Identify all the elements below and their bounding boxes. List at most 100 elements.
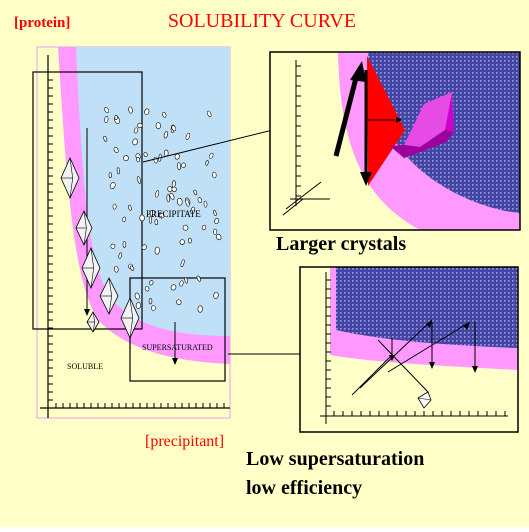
crystal-edge <box>83 210 87 229</box>
particle <box>128 204 132 211</box>
caption-low-supersaturation: Low supersaturation <box>246 448 424 470</box>
precipitate-label: PRECIPITATE <box>146 209 201 219</box>
particle <box>133 127 139 134</box>
bold-down-arrow-head <box>360 172 372 186</box>
particle <box>114 115 118 120</box>
zoom-panel-top-frame <box>269 51 521 231</box>
particle <box>132 138 138 146</box>
particle <box>114 265 119 273</box>
particle <box>171 186 177 192</box>
particle <box>163 131 169 139</box>
particle <box>197 305 203 313</box>
diagram-title: SOLUBILITY CURVE <box>168 10 356 32</box>
particle <box>137 176 141 184</box>
pointer-line-top <box>142 124 294 163</box>
small-crystal-icon <box>417 391 432 409</box>
zoom-panel-bottom-frame <box>299 266 519 433</box>
particle <box>134 292 140 300</box>
crystal <box>60 157 80 199</box>
zoom-top-hatch-2 <box>285 181 322 210</box>
zoom-bottom-x-ticks <box>333 411 506 416</box>
particle <box>104 116 109 123</box>
zoom-top-red-wedge <box>367 56 405 186</box>
soluble-label: SOLUBLE <box>67 362 103 371</box>
crystal-edge <box>129 297 133 319</box>
main-x-ticks <box>55 403 225 408</box>
particle <box>163 149 169 157</box>
zoom-top-hatch-1 <box>282 198 304 216</box>
particle <box>144 108 150 115</box>
caption-low-efficiency: low efficiency <box>246 477 362 499</box>
main-phase-diagram: PRECIPITATE SUPERSATURATED SOLUBLE <box>32 46 231 419</box>
crystal <box>86 311 100 333</box>
particle <box>177 162 181 171</box>
zoom-panel-low-supersaturation <box>299 266 519 433</box>
small-drop-arrow-head <box>172 358 178 365</box>
particle <box>136 157 140 163</box>
y-axis-label: [protein] <box>14 15 70 31</box>
crystals <box>60 157 140 339</box>
crystal <box>99 277 119 315</box>
particle <box>155 122 161 130</box>
particle <box>109 182 116 190</box>
particle <box>148 216 152 224</box>
bold-up-arrow-shaft <box>333 73 360 157</box>
crystal-edge <box>83 227 87 246</box>
particle <box>143 152 148 158</box>
crystal-edge <box>108 295 112 315</box>
particle <box>141 244 147 251</box>
particle <box>176 197 183 206</box>
caption-larger-crystals: Larger crystals <box>276 233 406 255</box>
particle <box>190 206 196 215</box>
crystal-edge <box>90 267 94 289</box>
particle <box>128 106 133 114</box>
particle <box>184 276 188 284</box>
large-crystal-icon <box>390 92 454 158</box>
particle <box>139 214 145 222</box>
particle <box>213 209 217 216</box>
particle <box>179 280 184 287</box>
particle <box>212 171 217 179</box>
particle <box>103 135 108 142</box>
particle <box>166 194 170 203</box>
particle <box>205 160 209 166</box>
particle <box>118 252 122 259</box>
zoom-bottom-precip <box>336 267 518 348</box>
particle <box>162 111 167 118</box>
bold-up-arrow-head <box>350 61 366 82</box>
particle <box>116 167 120 175</box>
particle <box>176 299 182 305</box>
particle <box>104 107 110 113</box>
particle <box>170 284 177 291</box>
particle <box>144 286 150 292</box>
particle <box>122 241 127 248</box>
particle <box>158 212 165 219</box>
zoom-box-large <box>32 71 143 330</box>
particle <box>196 275 201 282</box>
crystal <box>75 210 93 246</box>
particle <box>154 219 159 226</box>
particle <box>129 265 135 271</box>
particle <box>169 192 175 200</box>
particle <box>154 246 160 255</box>
particle <box>113 147 119 153</box>
particle <box>122 216 127 223</box>
particle <box>174 153 180 160</box>
particle <box>206 110 212 118</box>
particle <box>185 199 190 207</box>
particle <box>181 162 186 168</box>
particle <box>215 233 222 241</box>
particle <box>203 200 208 208</box>
particle <box>180 259 185 267</box>
particle <box>214 217 219 225</box>
crystal-edge <box>69 177 73 199</box>
x-axis-label: [precipitant] <box>145 433 224 450</box>
crystal-edge <box>129 317 133 339</box>
zoom-bottom-y-ticks <box>326 279 331 407</box>
particle <box>213 228 218 235</box>
precipitate-particles <box>103 106 222 313</box>
particle <box>148 298 153 305</box>
particle <box>155 190 160 198</box>
